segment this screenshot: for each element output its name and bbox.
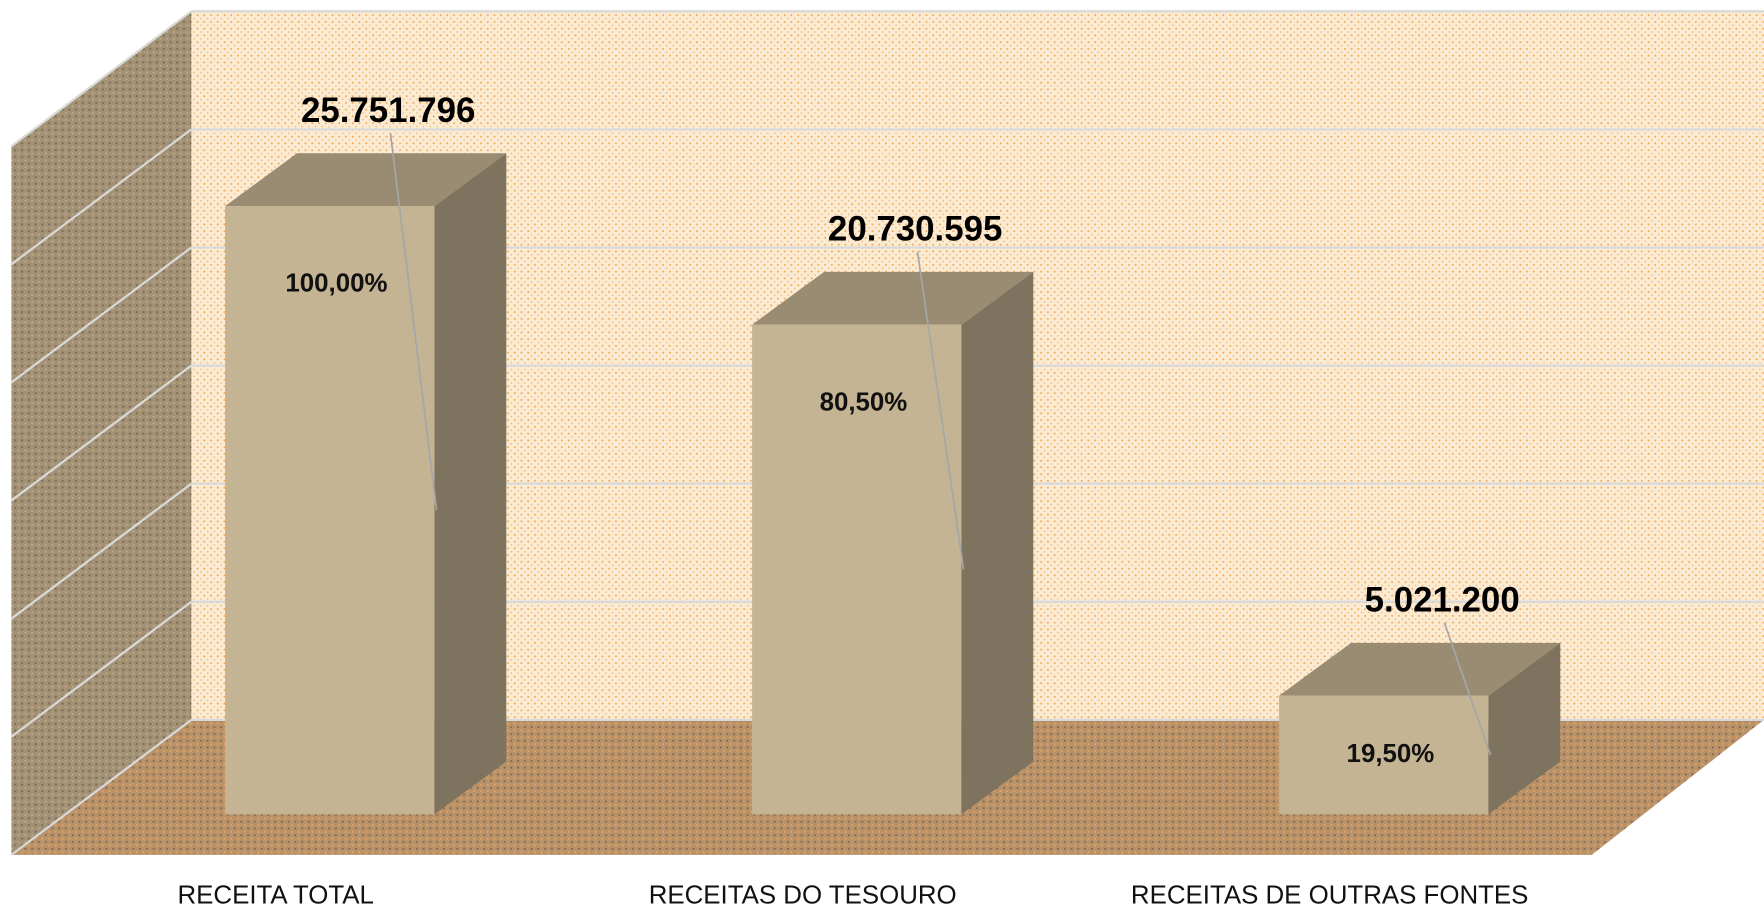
grid-line	[10, 482, 193, 620]
x-tick-label: RECEITAS DO TESOURO	[649, 881, 957, 909]
leader-line	[389, 132, 438, 511]
percent-label: 19,50%	[1347, 740, 1435, 768]
value-label: 25.751.796	[301, 91, 475, 130]
grid-line	[10, 246, 193, 384]
bar-top	[225, 153, 507, 207]
x-tick-label: RECEITA TOTAL	[178, 881, 374, 909]
bar	[752, 324, 962, 815]
bar	[1279, 695, 1489, 815]
bar-side	[961, 271, 1034, 815]
leader-line	[916, 251, 965, 570]
bar-top	[752, 271, 1034, 325]
x-tick-label: RECEITAS DE OUTRAS FONTES	[1131, 881, 1529, 909]
bar-top	[1279, 642, 1561, 696]
bar-side	[434, 153, 507, 815]
percent-label: 80,50%	[820, 388, 908, 416]
leader-line	[1443, 622, 1492, 756]
grid-line	[10, 364, 193, 502]
bar	[225, 206, 435, 815]
grid-line	[10, 719, 193, 856]
value-label: 20.730.595	[828, 210, 1002, 249]
value-label: 5.021.200	[1365, 581, 1520, 620]
grid-line	[10, 600, 193, 738]
grid-line	[10, 10, 193, 148]
percent-label: 100,00%	[285, 270, 387, 298]
grid-line	[10, 128, 193, 266]
bar-side	[1488, 642, 1561, 815]
